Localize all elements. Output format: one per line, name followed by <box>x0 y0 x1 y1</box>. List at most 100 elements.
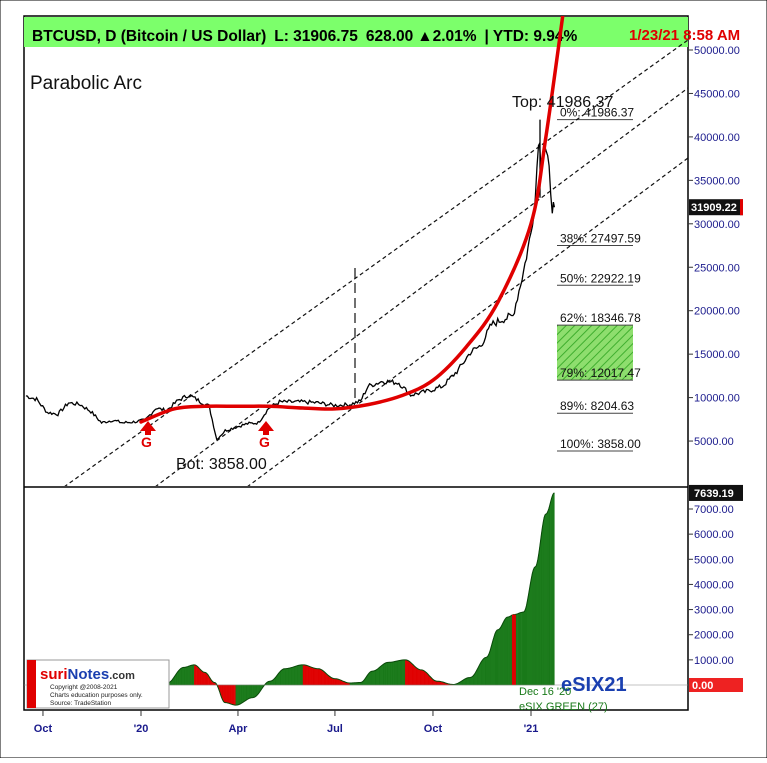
esix-bar <box>398 661 399 686</box>
esix-axis-label: 2000.00 <box>694 630 734 642</box>
last-price: L: 31906.75 <box>274 28 358 45</box>
pattern-title: Parabolic Arc <box>30 73 142 94</box>
signal-date: Dec 16 '20 <box>519 686 571 698</box>
esix-bar <box>179 669 180 686</box>
esix-bar <box>397 661 399 685</box>
esix-bar <box>416 667 417 685</box>
esix-zero-label: 0.00 <box>692 680 713 692</box>
esix-axis-label: 4000.00 <box>694 579 734 591</box>
esix-bar <box>404 660 406 685</box>
esix-bar <box>298 665 300 685</box>
esix-bar <box>408 661 409 686</box>
esix-bar <box>240 685 241 704</box>
symbol-title: BTCUSD, D (Bitcoin / US Dollar) <box>32 28 266 45</box>
ytd-return: | YTD: 9.94% <box>485 28 578 45</box>
esix-bar <box>243 685 245 702</box>
logo-source: Source: TradeStation <box>50 700 111 707</box>
time-axis-label: Oct <box>424 723 443 735</box>
esix-bar <box>297 665 299 685</box>
esix-bar <box>380 666 381 685</box>
price-axis-label: 20000.00 <box>694 306 740 318</box>
esix-bar <box>388 662 389 685</box>
time-axis-label: '20 <box>134 723 149 735</box>
esix-bar <box>400 660 401 685</box>
esix-bar <box>334 679 335 686</box>
esix-bar <box>469 678 471 686</box>
time-axis-label: '21 <box>524 723 539 735</box>
fib-label: 100%: 3858.00 <box>560 437 641 451</box>
esix-bar <box>391 662 392 685</box>
esix-bar <box>318 669 319 685</box>
header-text: BTCUSD, D (Bitcoin / US Dollar) L: 31906.… <box>32 28 578 45</box>
esix-bar <box>481 660 482 685</box>
esix-bar <box>390 662 392 685</box>
fib-label: 89%: 8204.63 <box>560 399 634 413</box>
time-axis-label: Apr <box>228 723 248 735</box>
price-change-pct: ▲2.01% <box>417 28 477 45</box>
esix-bar <box>247 685 248 700</box>
esix-bar <box>182 667 183 685</box>
esix-bar <box>554 493 555 685</box>
signal-g-2: G <box>259 434 270 450</box>
esix-bar <box>244 685 245 701</box>
esix-bar <box>322 670 324 685</box>
esix-bar <box>319 669 320 685</box>
price-axis-label: 35000.00 <box>694 175 740 187</box>
esix-axis-label: 7000.00 <box>694 504 734 516</box>
price-axis-label: 45000.00 <box>694 88 740 100</box>
signal-text: eSIX GREEN (27) <box>519 701 608 713</box>
esix-bar <box>178 670 180 685</box>
esix-bar <box>412 664 413 685</box>
esix-bar <box>295 666 297 685</box>
esix-bar <box>289 668 291 685</box>
esix-bar <box>285 669 287 685</box>
top-label: Top: 41986.37 <box>512 94 614 111</box>
bottom-label: Bot: 3858.00 <box>176 456 267 473</box>
esix-bar <box>376 669 377 685</box>
esix-axis-label: 3000.00 <box>694 605 734 617</box>
timestamp: 1/23/21 8:58 AM <box>629 27 740 44</box>
fib-label: 62%: 18346.78 <box>560 311 641 325</box>
logo-disclaimer: Charts education purposes only. <box>50 692 143 699</box>
price-axis-label: 5000.00 <box>694 436 734 448</box>
esix-axis-label: 6000.00 <box>694 529 734 541</box>
esix-bar <box>250 685 252 698</box>
esix-bar <box>294 666 296 685</box>
esix-bar <box>401 660 402 685</box>
esix-bar <box>394 661 395 685</box>
esix-bar <box>239 685 240 705</box>
last-price-tag-edge <box>740 199 743 215</box>
esix-bar <box>181 668 182 685</box>
fib-label: 79%: 12017.47 <box>560 366 641 380</box>
esix-bar <box>253 685 254 698</box>
esix-bar <box>254 685 255 697</box>
esix-bar <box>246 685 247 700</box>
esix-bar <box>249 685 250 699</box>
surinotes-logo: suriNotes.com Copyright @2008-2021 Chart… <box>27 660 169 708</box>
esix-bar <box>395 661 396 685</box>
esix-axis-label: 5000.00 <box>694 554 734 566</box>
price-axis-label: 25000.00 <box>694 262 740 274</box>
esix-bar <box>402 660 403 685</box>
esix-bar <box>300 665 302 685</box>
esix-bar <box>236 685 238 705</box>
esix-bar <box>372 671 373 685</box>
esix-bar <box>252 685 253 698</box>
esix-bar <box>242 685 243 703</box>
time-axis-label: Oct <box>34 723 53 735</box>
price-change: 628.00 <box>366 28 413 45</box>
fib-label: 50%: 22922.19 <box>560 271 641 285</box>
price-axis-label: 50000.00 <box>694 45 740 57</box>
esix-axis-label: 1000.00 <box>694 655 734 667</box>
esix-bar <box>466 678 467 685</box>
esix-bar <box>291 667 293 685</box>
esix-bar <box>325 672 326 685</box>
esix-bar <box>332 678 333 685</box>
esix-bar <box>421 670 422 685</box>
esix-bar <box>425 672 426 685</box>
time-axis-label: Jul <box>327 723 343 735</box>
esix-bar <box>288 668 290 685</box>
esix-bar <box>237 685 238 705</box>
